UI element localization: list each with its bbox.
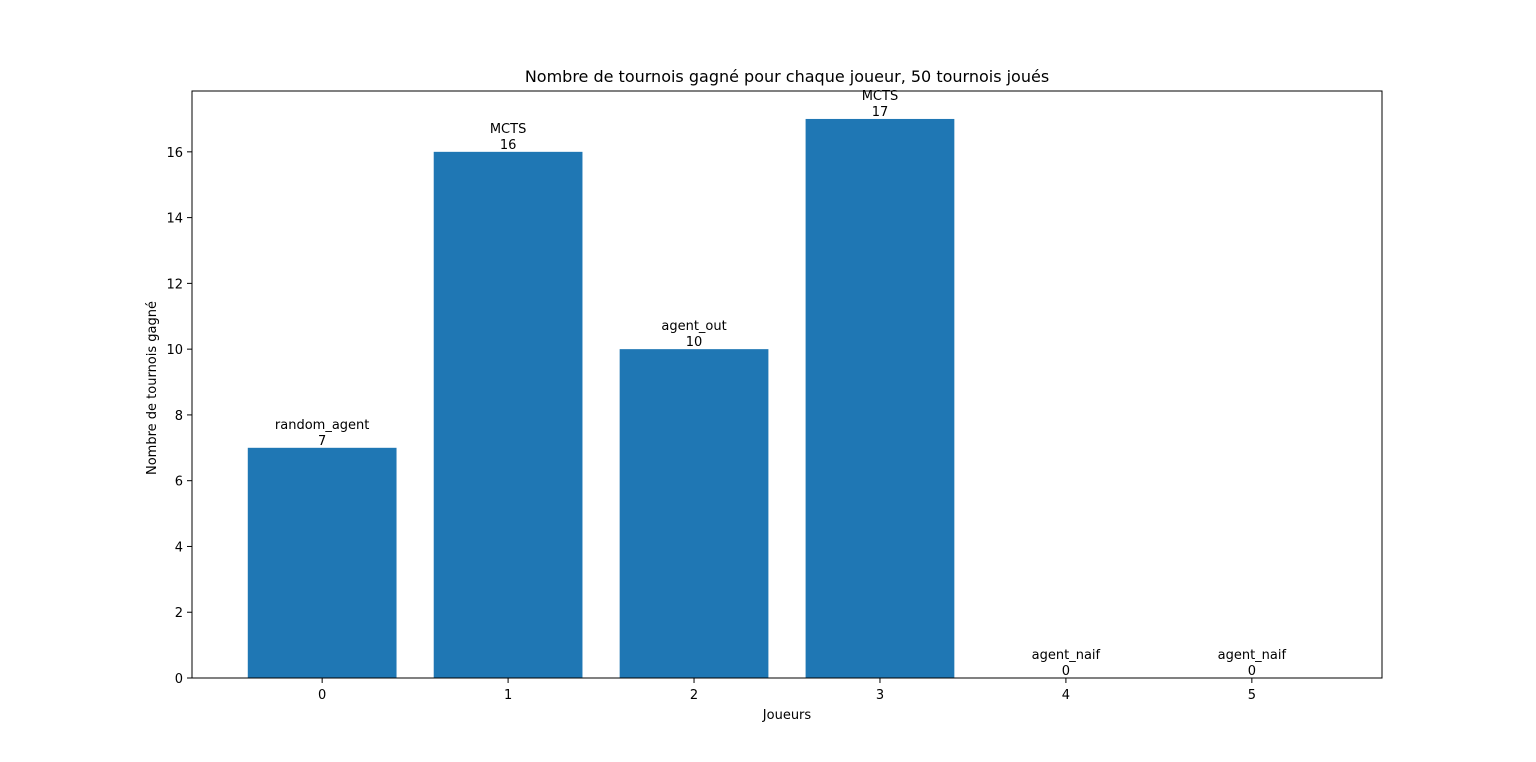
y-tick-label-6: 12	[166, 277, 183, 292]
bar-1	[433, 151, 583, 679]
bar-label-value-5: 0	[1248, 664, 1256, 679]
bar-labels-group: random_agent7MCTS16agent_out10MCTS17agen…	[275, 89, 1287, 679]
bar-label-value-0: 7	[318, 434, 326, 449]
bar-2	[619, 349, 769, 678]
bar-3	[805, 118, 955, 678]
y-tick-label-3: 6	[175, 475, 183, 490]
bar-label-name-2: agent_out	[661, 319, 726, 334]
bar-label-name-5: agent_naif	[1218, 648, 1287, 663]
plot-frame	[191, 90, 1383, 679]
x-tick-label-2: 2	[690, 688, 698, 703]
bar-label-value-2: 10	[686, 335, 703, 350]
y-axis-ticks: 0 2 4 6 8 10 12 14 16	[166, 146, 192, 687]
y-tick-label-0: 0	[175, 672, 183, 687]
x-tick-label-4: 4	[1062, 688, 1070, 703]
y-tick-label-1: 2	[175, 606, 183, 621]
y-tick-label-5: 10	[166, 343, 183, 358]
x-axis-ticks: 0 1 2 3 4 5	[318, 678, 1256, 703]
x-tick-label-5: 5	[1248, 688, 1256, 703]
x-tick-label-3: 3	[876, 688, 884, 703]
bar-label-name-1: MCTS	[490, 122, 527, 137]
x-tick-label-1: 1	[504, 688, 512, 703]
bar-label-value-3: 17	[872, 105, 889, 120]
bar-label-name-4: agent_naif	[1032, 648, 1101, 663]
y-tick-label-4: 8	[175, 409, 183, 424]
y-tick-label-2: 4	[175, 540, 183, 555]
bars-group	[247, 118, 955, 679]
y-axis-label: Nombre de tournois gagné	[145, 301, 160, 475]
y-tick-label-7: 14	[166, 212, 183, 227]
x-axis-label: Joueurs	[762, 708, 812, 723]
y-tick-label-8: 16	[166, 146, 183, 161]
x-tick-label-0: 0	[318, 688, 326, 703]
bar-label-value-1: 16	[500, 138, 517, 153]
chart-title: Nombre de tournois gagné pour chaque jou…	[525, 67, 1049, 86]
bar-label-value-4: 0	[1062, 664, 1070, 679]
bar-label-name-3: MCTS	[862, 89, 899, 104]
bar-label-name-0: random_agent	[275, 418, 369, 433]
bar-0	[247, 447, 397, 678]
